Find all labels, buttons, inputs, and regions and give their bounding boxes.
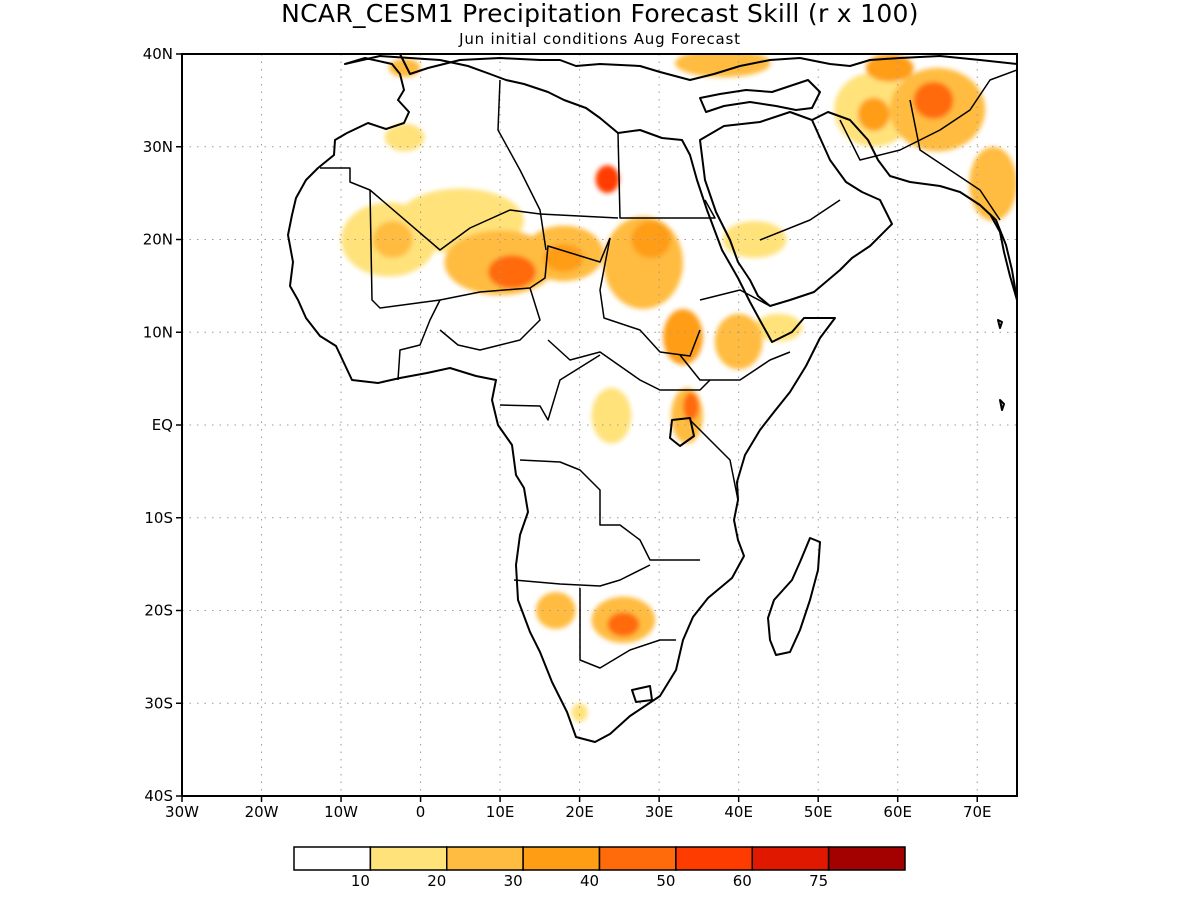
colorbar-label: 20 xyxy=(427,872,446,890)
axis-ticks xyxy=(176,53,978,802)
skill-region xyxy=(571,703,588,722)
africa-coastline xyxy=(287,55,836,743)
latitude-axis: 40N 30N 20N 10N EQ 10S 20S 30S 40S xyxy=(143,45,173,805)
lon-tick-label: 60E xyxy=(883,803,912,821)
lesotho-lake xyxy=(631,685,653,703)
lon-tick-label: 50E xyxy=(804,803,833,821)
coastlines xyxy=(287,54,1017,743)
lat-tick-label: 20S xyxy=(144,602,173,620)
lat-tick-label: 20N xyxy=(143,231,173,249)
skill-region xyxy=(683,392,699,421)
colorbar-swatch xyxy=(522,846,601,871)
lon-tick-label: 20E xyxy=(565,803,594,821)
colorbar-label: 60 xyxy=(733,872,752,890)
lat-tick-label: 30S xyxy=(144,694,173,712)
iran-coastline xyxy=(811,111,1017,301)
colorbar-label: 50 xyxy=(656,872,675,890)
europe-coastline xyxy=(399,54,1017,81)
colorbar-swatch xyxy=(598,846,677,871)
skill-region xyxy=(631,220,672,259)
colorbar-label: 75 xyxy=(809,872,828,890)
skill-region xyxy=(663,309,703,365)
skill-region xyxy=(488,255,536,289)
lat-tick-label: 10S xyxy=(144,509,173,527)
india-coastline xyxy=(989,213,1017,301)
arabia-coastline xyxy=(699,111,893,307)
map-title: NCAR_CESM1 Precipitation Forecast Skill … xyxy=(281,0,919,28)
colorbar-label: 40 xyxy=(580,872,599,890)
lon-tick-label: 10E xyxy=(486,803,515,821)
colorbar-swatch xyxy=(446,846,524,871)
lon-tick-label: 20W xyxy=(245,803,279,821)
colorbar-swatch xyxy=(751,846,830,871)
colorbar-label: 10 xyxy=(351,872,370,890)
skill-region xyxy=(384,123,425,152)
lon-tick-label: 0 xyxy=(416,803,426,821)
skill-region xyxy=(857,97,890,131)
skill-region xyxy=(969,146,1017,221)
lon-tick-label: 10W xyxy=(324,803,358,821)
country-borders xyxy=(320,69,1017,669)
colorbar: 10 20 30 40 50 60 75 xyxy=(293,846,906,890)
skill-region xyxy=(865,54,914,82)
colorbar-swatch xyxy=(827,846,906,871)
lat-tick-label: 40S xyxy=(144,787,173,805)
turkey-coastline xyxy=(699,79,821,113)
lat-tick-label: 10N xyxy=(143,323,173,341)
skill-region xyxy=(595,165,620,194)
lon-tick-label: 30E xyxy=(645,803,674,821)
skill-region xyxy=(543,244,584,272)
colorbar-swatch xyxy=(369,846,448,871)
colorbar-label: 30 xyxy=(504,872,523,890)
lon-tick-label: 30W xyxy=(165,803,199,821)
skill-region xyxy=(675,54,771,78)
skill-region xyxy=(754,313,803,342)
lat-tick-label: EQ xyxy=(152,416,173,434)
skill-region xyxy=(535,591,576,630)
skill-region xyxy=(714,313,763,370)
skill-region xyxy=(722,220,787,259)
island-2 xyxy=(999,399,1005,411)
lon-tick-label: 70E xyxy=(963,803,992,821)
skill-region xyxy=(607,612,640,637)
skill-region xyxy=(913,81,954,119)
lat-tick-label: 30N xyxy=(143,138,173,156)
colorbar-swatch xyxy=(293,846,372,871)
skill-region xyxy=(591,387,632,444)
lat-tick-label: 40N xyxy=(143,45,173,63)
lon-tick-label: 40E xyxy=(724,803,753,821)
island-1 xyxy=(997,319,1003,329)
colorbar-swatch xyxy=(675,846,753,871)
longitude-axis: 30W 20W 10W 0 10E 20E 30E 40E 50E 60E 70E xyxy=(165,803,991,821)
madagascar-coastline xyxy=(767,537,821,656)
lake-victoria xyxy=(669,417,695,447)
map-subtitle: Jun initial conditions Aug Forecast xyxy=(458,30,741,48)
